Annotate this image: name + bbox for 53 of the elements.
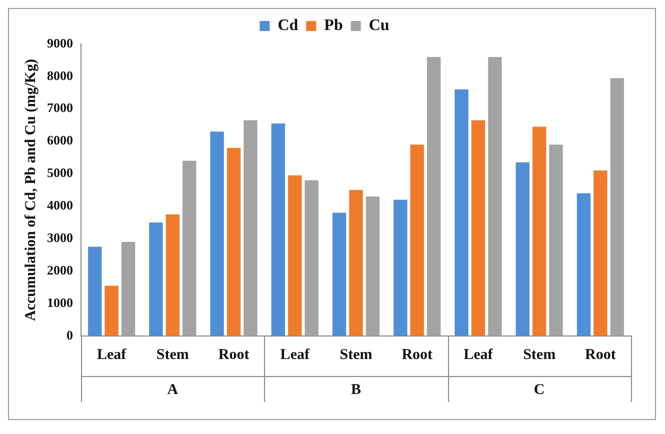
- bar: [471, 120, 486, 336]
- x-tick-label: Leaf: [464, 346, 494, 363]
- text: A: [167, 382, 178, 398]
- y-tick-label: 3000: [47, 230, 73, 246]
- bar: [104, 286, 118, 336]
- x-tick-label: Stem: [523, 346, 556, 363]
- x-tick-label: Leaf: [280, 346, 310, 363]
- bar: [426, 56, 441, 336]
- bar: [488, 56, 502, 336]
- legend-label: Cu: [368, 17, 390, 34]
- y-tick-label: 9000: [47, 35, 73, 50]
- bar: [244, 120, 258, 336]
- legend-label: Cd: [278, 17, 298, 34]
- bar: [332, 212, 346, 336]
- x-tick-label: Stem: [340, 346, 373, 363]
- y-tick-label: 1000: [47, 294, 73, 310]
- bar: [410, 144, 424, 336]
- bar: [166, 214, 180, 336]
- x-tick-label: Stem: [156, 346, 190, 363]
- bar: [594, 170, 608, 336]
- bar: [226, 148, 241, 336]
- bar: [271, 123, 286, 336]
- bar: [549, 144, 563, 336]
- y-tick-label: 0: [66, 327, 73, 342]
- x-tick-label: Root: [585, 346, 616, 363]
- y-tick-label: 5000: [47, 165, 73, 180]
- bar: [88, 246, 102, 336]
- bar: [576, 193, 591, 336]
- bar: [516, 162, 530, 336]
- text: B: [350, 382, 362, 398]
- bar: [454, 89, 468, 336]
- y-tick-label: 8000: [47, 68, 73, 83]
- bar: [532, 126, 546, 336]
- y-tick-label: 6000: [47, 132, 73, 148]
- bar: [210, 132, 224, 336]
- y-tick-label: 4000: [47, 198, 73, 213]
- bar: [349, 190, 363, 336]
- bar: [366, 196, 380, 336]
- bar: [394, 200, 408, 336]
- x-tick-label: Leaf: [96, 346, 128, 363]
- y-tick-label: 2000: [47, 262, 73, 278]
- x-tick-label: Root: [402, 346, 433, 363]
- y-axis-title: Accumulation of Cd, Pb and Cu (mg/Kg): [22, 58, 39, 322]
- bar: [182, 160, 196, 336]
- bar: [288, 175, 302, 336]
- bar: [149, 222, 163, 336]
- x-tick-label: Root: [218, 346, 250, 363]
- text: C: [534, 382, 545, 398]
- legend-label: Pb: [324, 17, 343, 34]
- bar: [610, 78, 624, 336]
- bar: [121, 242, 136, 336]
- y-tick-label: 7000: [47, 100, 73, 116]
- bar: [304, 180, 318, 336]
